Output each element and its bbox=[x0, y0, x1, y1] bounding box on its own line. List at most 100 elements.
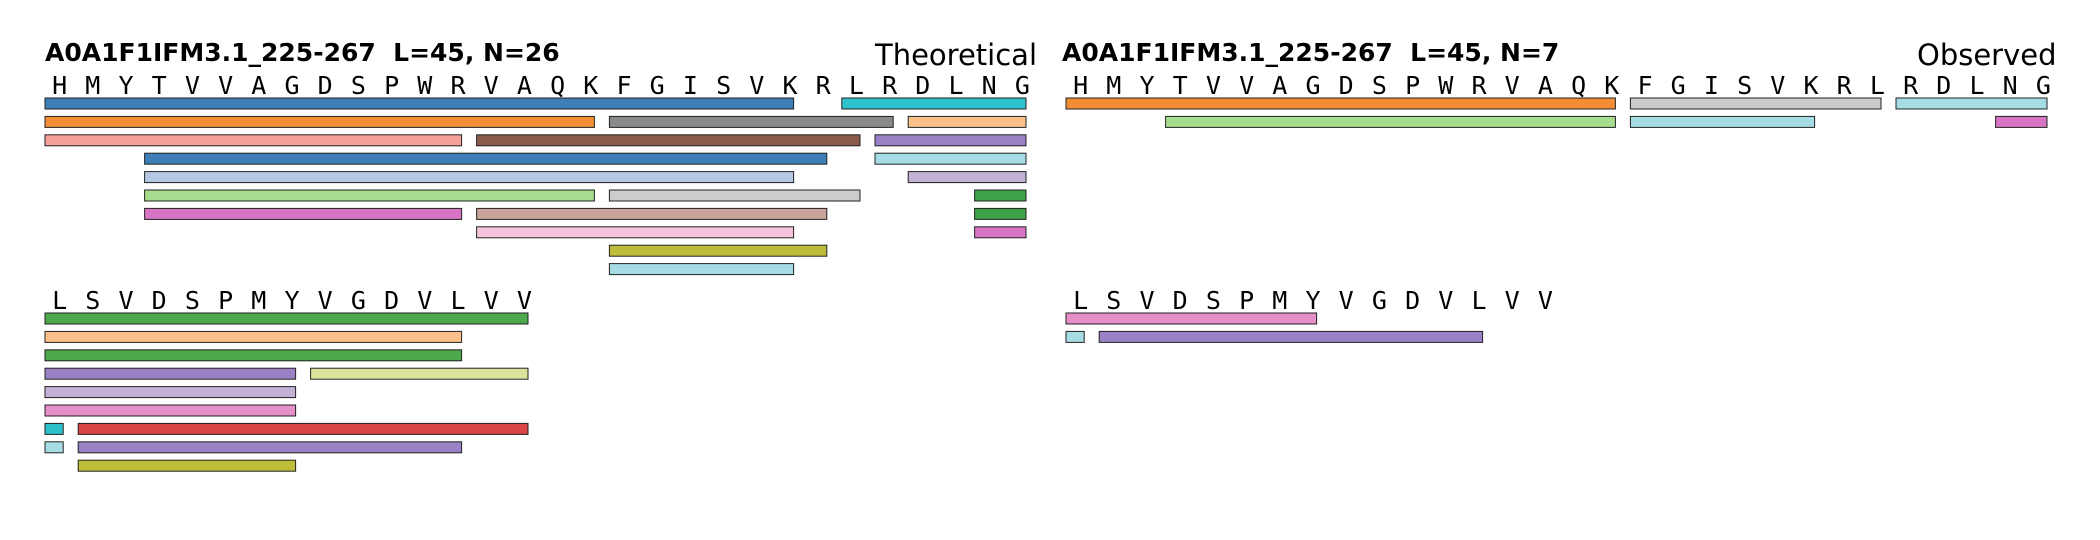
peptide-bar bbox=[44, 422, 64, 435]
peptide-bar bbox=[44, 97, 795, 110]
peptide-bar bbox=[907, 171, 1027, 184]
residue-label: Q bbox=[550, 71, 565, 100]
residue-label: V bbox=[1438, 286, 1453, 315]
peptide-bar bbox=[841, 97, 1027, 110]
peptide-bar bbox=[1629, 115, 1816, 128]
residue-label: V bbox=[749, 71, 764, 100]
residue-label: H bbox=[52, 71, 67, 100]
residue-label: G bbox=[1671, 71, 1686, 100]
residue-label: L bbox=[948, 71, 963, 100]
peptide-bar bbox=[974, 189, 1027, 202]
residue-label: S bbox=[716, 71, 731, 100]
peptide-bar bbox=[77, 459, 297, 472]
peptide-bar bbox=[907, 115, 1027, 128]
residue-label: D bbox=[1173, 286, 1188, 315]
peptide-bar bbox=[44, 386, 297, 399]
residue-label: V bbox=[185, 71, 200, 100]
peptide-bar bbox=[974, 226, 1027, 239]
peptide-bar bbox=[44, 330, 463, 343]
peptide-bar bbox=[608, 244, 828, 257]
residue-label: W bbox=[417, 71, 433, 100]
residue-label: N bbox=[2003, 71, 2018, 100]
peptide-bar bbox=[1065, 312, 1318, 325]
residue-label: V bbox=[1139, 286, 1154, 315]
residue-label: M bbox=[1272, 286, 1287, 315]
residue-label: G bbox=[1372, 286, 1387, 315]
peptide-bar bbox=[874, 152, 1027, 165]
residue-label: K bbox=[1803, 71, 1818, 100]
residue-label: V bbox=[1505, 71, 1520, 100]
residue-label: V bbox=[484, 71, 499, 100]
residue-label: M bbox=[1106, 71, 1121, 100]
residue-label: D bbox=[1405, 286, 1420, 315]
residue-label: R bbox=[450, 71, 466, 100]
residue-label: L bbox=[1073, 286, 1088, 315]
residue-label: G bbox=[1015, 71, 1030, 100]
peptide-bar bbox=[44, 404, 297, 417]
residue-label: S bbox=[1737, 71, 1752, 100]
residue-label: G bbox=[284, 71, 299, 100]
residue-label: I bbox=[683, 71, 698, 100]
residue-label: V bbox=[484, 286, 499, 315]
residue-label: V bbox=[1339, 286, 1354, 315]
peptide-bar bbox=[77, 441, 463, 454]
peptide-bar bbox=[44, 349, 463, 362]
residue-label: W bbox=[1438, 71, 1454, 100]
residue-label: P bbox=[1239, 286, 1254, 315]
theoretical-panel-label: Theoretical bbox=[875, 38, 1038, 72]
residue-label: A bbox=[251, 71, 266, 100]
peptide-bar bbox=[476, 226, 795, 239]
residue-label: M bbox=[251, 286, 266, 315]
peptide-bar bbox=[44, 367, 297, 380]
residue-label: Y bbox=[1305, 286, 1320, 315]
residue-label: R bbox=[816, 71, 832, 100]
peptide-bar bbox=[310, 367, 529, 380]
residue-label: V bbox=[218, 71, 233, 100]
peptide-bar bbox=[608, 263, 795, 276]
residue-label: L bbox=[52, 286, 67, 315]
residue-label: L bbox=[1471, 286, 1486, 315]
peptide-bar bbox=[608, 115, 894, 128]
residue-label: I bbox=[1704, 71, 1719, 100]
residue-label: G bbox=[650, 71, 665, 100]
peptide-bar bbox=[1065, 330, 1085, 343]
residue-label: M bbox=[85, 71, 100, 100]
residue-label: L bbox=[1969, 71, 1984, 100]
peptide-bar bbox=[144, 189, 595, 202]
peptide-bar bbox=[44, 115, 595, 128]
residue-label: V bbox=[318, 286, 333, 315]
residue-label: G bbox=[1305, 71, 1320, 100]
residue-label: V bbox=[1538, 286, 1553, 315]
residue-label: V bbox=[1505, 286, 1520, 315]
peptide-bar bbox=[144, 152, 828, 165]
residue-label: F bbox=[616, 71, 631, 100]
residue-label: G bbox=[2036, 71, 2051, 100]
peptide-bar bbox=[144, 171, 795, 184]
residue-label: S bbox=[1106, 286, 1121, 315]
peptide-bar bbox=[608, 189, 861, 202]
residue-label: V bbox=[1206, 71, 1221, 100]
residue-label: R bbox=[1837, 71, 1853, 100]
peptide-bar bbox=[476, 134, 861, 147]
residue-label: N bbox=[982, 71, 997, 100]
residue-label: A bbox=[1272, 71, 1287, 100]
residue-label: P bbox=[1405, 71, 1420, 100]
peptide-bar bbox=[44, 134, 463, 147]
residue-label: D bbox=[1936, 71, 1951, 100]
residue-label: V bbox=[1770, 71, 1785, 100]
peptide-bar bbox=[1098, 330, 1484, 343]
residue-label: V bbox=[417, 286, 432, 315]
residue-label: K bbox=[782, 71, 797, 100]
residue-label: R bbox=[882, 71, 898, 100]
residue-label: D bbox=[318, 71, 333, 100]
residue-label: P bbox=[384, 71, 399, 100]
residue-label: S bbox=[1372, 71, 1387, 100]
residue-label: S bbox=[85, 286, 100, 315]
residue-label: D bbox=[152, 286, 167, 315]
residue-label: T bbox=[1173, 71, 1188, 100]
residue-label: Q bbox=[1571, 71, 1586, 100]
residue-label: V bbox=[118, 286, 133, 315]
observed-panel-label: Observed bbox=[1917, 38, 2057, 72]
residue-label: D bbox=[1339, 71, 1354, 100]
